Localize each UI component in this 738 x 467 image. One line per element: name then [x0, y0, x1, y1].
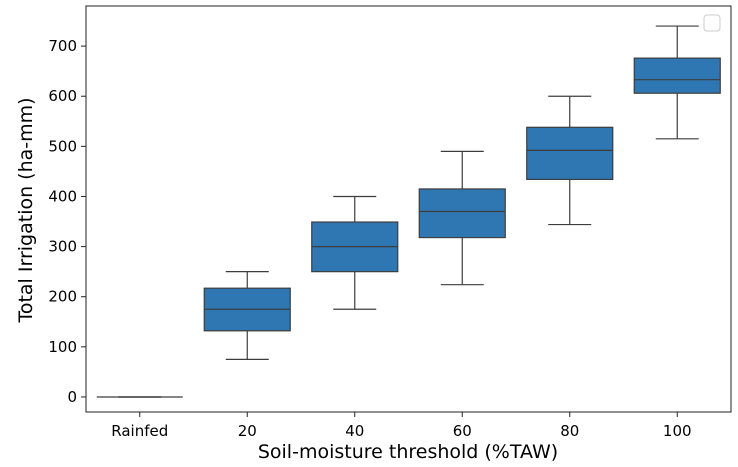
y-axis-ticks: 0 100 200 300 400 500 600 700 [48, 37, 86, 406]
x-tick-label: 80 [560, 422, 579, 440]
x-tick-label: 40 [345, 422, 364, 440]
boxes-layer [96, 25, 721, 398]
iqr-box [633, 57, 721, 94]
y-tick-label: 400 [48, 187, 77, 205]
y-tick-label: 0 [67, 388, 77, 406]
legend-box [703, 14, 721, 32]
box-100 [633, 25, 721, 140]
x-axis-ticks: Rainfed 20 40 60 80 100 [111, 412, 692, 440]
y-tick-label: 700 [48, 37, 77, 55]
x-tick-label: Rainfed [111, 422, 168, 440]
x-tick-label: 20 [238, 422, 257, 440]
y-tick-label: 100 [48, 338, 77, 356]
x-tick-label: 100 [663, 422, 692, 440]
iqr-box [418, 188, 506, 239]
x-tick-label: 60 [453, 422, 472, 440]
box-40 [311, 195, 399, 310]
y-tick-label: 600 [48, 87, 77, 105]
iqr-box [526, 126, 614, 181]
x-axis-title: Soil-moisture threshold (%TAW) [258, 441, 558, 463]
box-20 [203, 271, 291, 360]
plot-frame [85, 5, 732, 413]
y-tick-label: 500 [48, 137, 77, 155]
y-tick-label: 300 [48, 238, 77, 256]
y-tick-label: 200 [48, 288, 77, 306]
box-60 [418, 150, 506, 286]
box-80 [526, 95, 614, 226]
y-axis-title: Total Irrigation (ha-mm) [15, 97, 37, 323]
